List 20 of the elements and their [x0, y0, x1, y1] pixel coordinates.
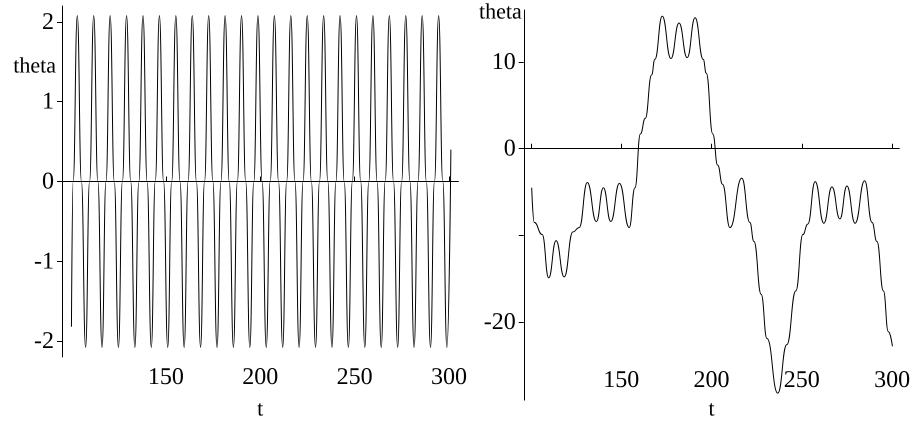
y-tick-label: 0 — [42, 168, 54, 194]
x-tick-label: 250 — [336, 364, 373, 390]
y-tick-label: 2 — [42, 8, 54, 35]
y-tick-label: 1 — [42, 88, 54, 115]
y-tick-label: 10 — [492, 49, 516, 76]
y-tick-label: 0 — [504, 136, 516, 162]
x-tick-label: 150 — [603, 367, 640, 394]
x-axis-title: t — [257, 396, 264, 420]
x-tick-label: 200 — [242, 364, 278, 390]
x-tick-label: 200 — [694, 367, 730, 394]
y-tick-label: -1 — [34, 248, 54, 274]
x-tick-label: 150 — [148, 364, 184, 390]
x-tick-label: 300 — [431, 364, 467, 390]
y-tick-label: -2 — [34, 328, 54, 354]
y-tick-label: -20 — [484, 309, 516, 336]
y-axis-title: theta — [13, 52, 56, 78]
x-tick-label: 250 — [784, 367, 820, 394]
y-axis-title: theta — [478, 0, 522, 24]
x-axis-title: t — [708, 396, 715, 420]
x-tick-label: 300 — [874, 367, 910, 394]
